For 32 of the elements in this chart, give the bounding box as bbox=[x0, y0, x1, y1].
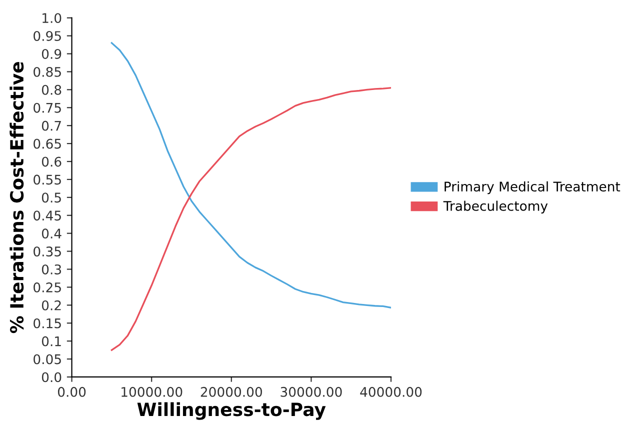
y-tick-label: 0.55 bbox=[34, 174, 61, 185]
line-series bbox=[110, 42, 392, 308]
y-tick-label: 0.05 bbox=[34, 354, 61, 364]
x-tick-label: 0.00 bbox=[58, 386, 86, 397]
y-tick-label: 1.0 bbox=[42, 13, 62, 24]
legend-label: Primary Medical Treatment bbox=[444, 181, 620, 194]
y-tick-label: 0.0 bbox=[42, 372, 62, 382]
y-tick-label: 0.4 bbox=[42, 228, 62, 239]
y-tick-label: 0.75 bbox=[34, 102, 61, 113]
y-tick-label: 0.8 bbox=[42, 84, 62, 95]
y-axis-title: % Iterations Cost-Effective bbox=[10, 62, 24, 334]
x-tick-label: 40000.00 bbox=[360, 386, 422, 397]
x-axis-title: Willingness-to-Pay bbox=[137, 402, 326, 420]
y-tick-label: 0.5 bbox=[42, 192, 61, 203]
y-tick-label: 0.6 bbox=[42, 156, 62, 167]
y-tick-label: 0.95 bbox=[34, 31, 61, 42]
x-tick-label: 30000.00 bbox=[280, 386, 342, 397]
line-series bbox=[110, 87, 392, 351]
y-tick-label: 0.2 bbox=[42, 300, 61, 310]
y-tick-label: 0.35 bbox=[34, 246, 61, 256]
x-tick-label: 20000.00 bbox=[200, 386, 262, 397]
legend-label: Trabeculectomy bbox=[443, 200, 548, 214]
y-tick-label: 0.65 bbox=[34, 138, 61, 149]
y-tick-label: 0.3 bbox=[42, 264, 62, 274]
y-tick-label: 0.15 bbox=[34, 318, 61, 328]
y-tick-label: 0.25 bbox=[34, 282, 61, 292]
y-tick-label: 0.45 bbox=[34, 210, 61, 221]
x-tick-label: 10000.00 bbox=[122, 386, 182, 397]
y-tick-label: 0.1 bbox=[42, 336, 61, 346]
y-tick-label: 0.85 bbox=[34, 66, 61, 77]
y-tick-label: 0.7 bbox=[42, 120, 61, 131]
y-tick-label: 0.9 bbox=[42, 48, 62, 59]
